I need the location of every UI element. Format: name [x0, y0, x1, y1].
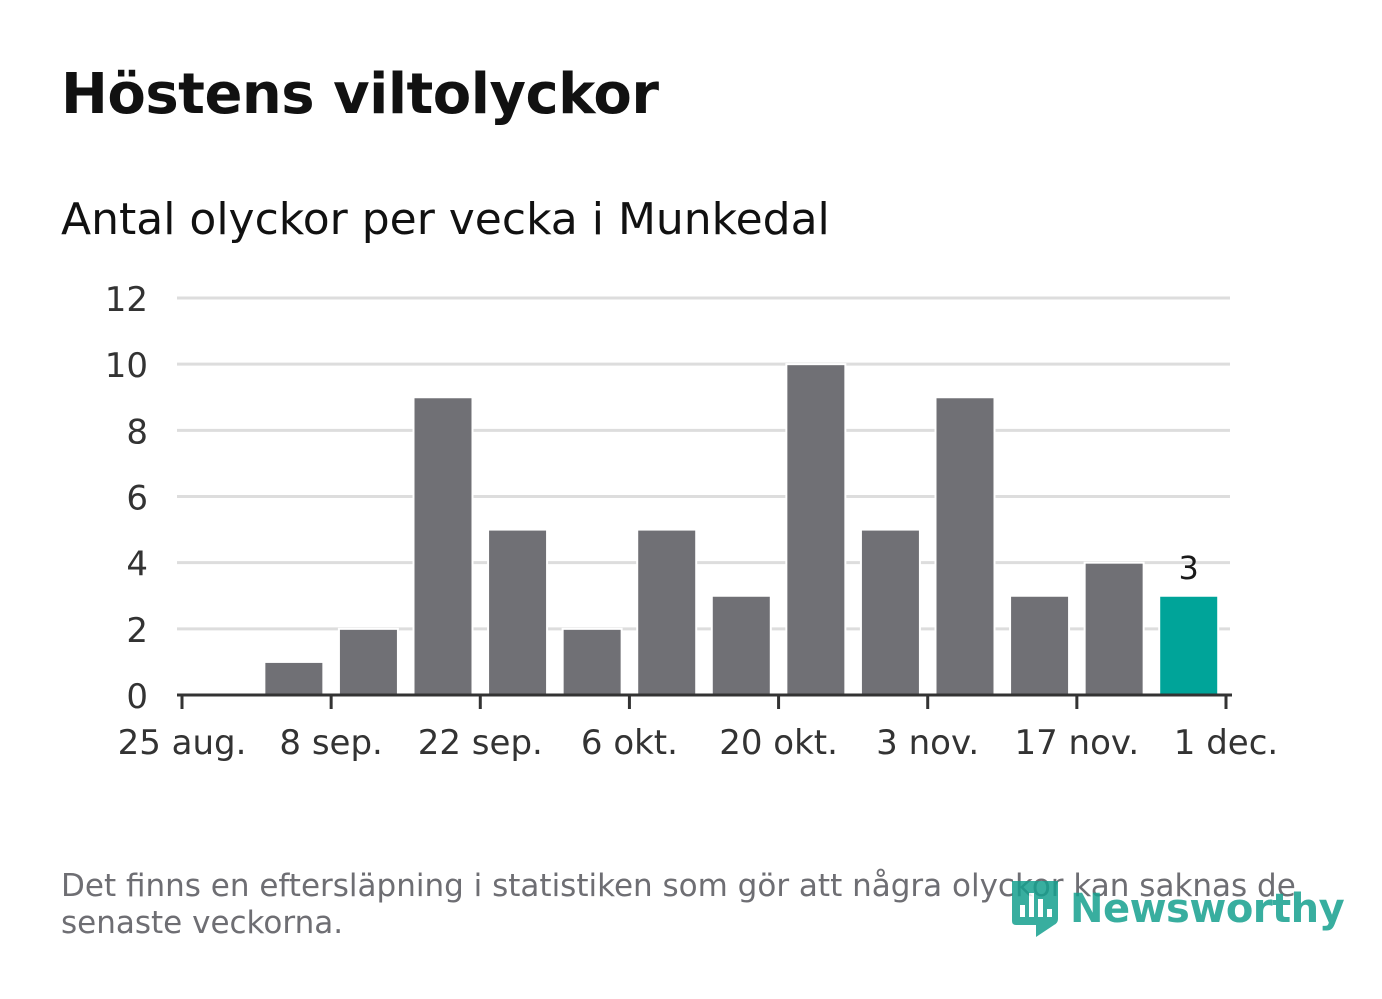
y-axis-labels: 0 2 4 6 8 10 12: [105, 280, 148, 717]
y-tick-label: 10: [105, 346, 148, 386]
bar-highlight: [1158, 594, 1220, 696]
y-tick-label: 12: [105, 280, 148, 320]
bars: [263, 363, 1220, 697]
x-tick-label: 25 aug.: [118, 723, 247, 763]
y-tick-label: 6: [126, 479, 148, 519]
y-tick-label: 2: [126, 611, 148, 651]
logo-text: Newsworthy: [1070, 886, 1345, 932]
x-tick-label: 22 sep.: [418, 723, 543, 763]
chart-title: Höstens viltolyckor: [61, 62, 659, 127]
chart-subtitle: Antal olyckor per vecka i Munkedal: [61, 194, 830, 245]
bar: [263, 660, 325, 697]
bar: [1009, 594, 1071, 696]
y-tick-label: 0: [126, 677, 148, 717]
bar: [561, 627, 623, 696]
bar: [934, 396, 996, 696]
bar: [412, 396, 474, 696]
bar: [785, 363, 847, 696]
bar: [859, 528, 921, 696]
newsworthy-logo-icon: [1012, 881, 1058, 937]
x-tick-label: 1 dec.: [1174, 723, 1278, 763]
bar: [337, 627, 399, 696]
data-labels: 3: [1179, 549, 1199, 587]
x-tick-label: 3 nov.: [876, 723, 979, 763]
y-tick-label: 4: [126, 545, 148, 585]
data-label: 3: [1179, 549, 1199, 587]
bar: [636, 528, 698, 696]
bar: [710, 594, 772, 696]
grid-lines: [177, 296, 1230, 631]
x-tick-label: 20 okt.: [719, 723, 838, 763]
newsworthy-logo: Newsworthy: [1010, 878, 1345, 940]
x-tick-label: 8 sep.: [279, 723, 382, 763]
y-tick-label: 8: [126, 412, 148, 452]
bar: [487, 528, 549, 696]
footnote: Det finns en eftersläpning i statistiken…: [61, 868, 1296, 941]
x-tick-label: 17 nov.: [1014, 723, 1139, 763]
bar: [1083, 561, 1145, 697]
x-axis: 25 aug. 8 sep. 22 sep. 6 okt. 20 okt. 3 nov. 1…: [118, 693, 1278, 763]
x-tick-label: 6 okt.: [581, 723, 678, 763]
